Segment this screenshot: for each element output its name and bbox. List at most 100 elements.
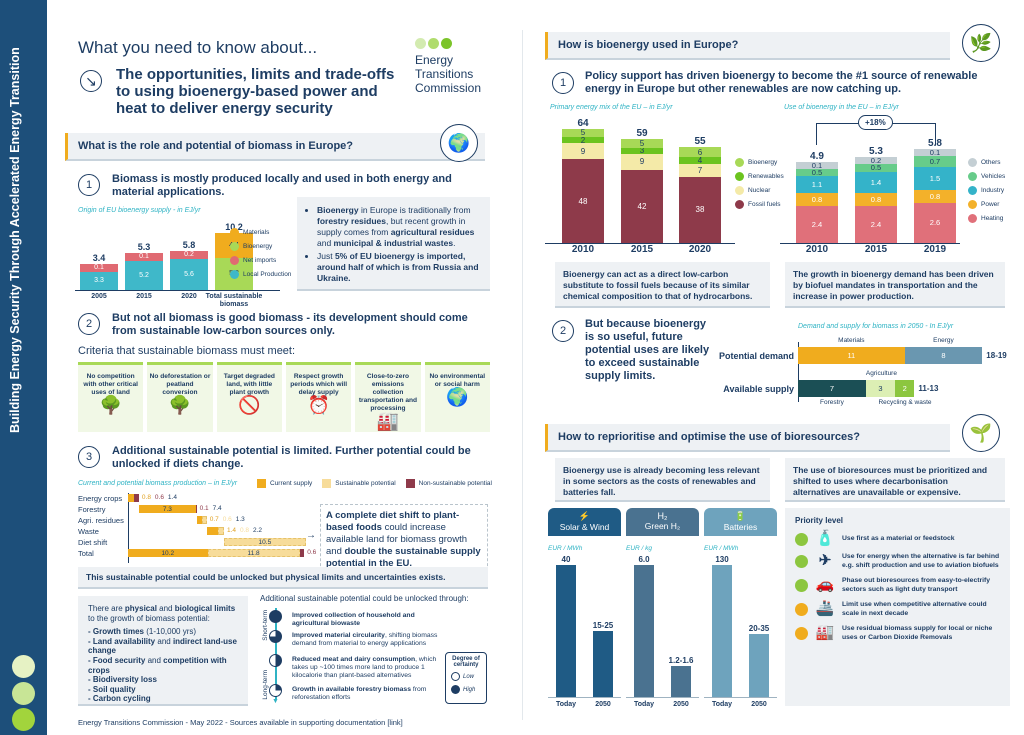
footer: Energy Transitions Commission - May 2022…	[78, 718, 403, 727]
section-header-bioenergy-use: How is bioenergy used in Europe?	[545, 32, 950, 60]
legend-item: Bioenergy	[735, 158, 784, 167]
section-header-reprioritise: How to reprioritise and optimise the use…	[545, 424, 950, 452]
wind-ship-icon: 🚢	[815, 600, 835, 618]
certainty-pie	[269, 630, 282, 643]
origin-chart: 3.30.13.420055.20.15.320155.60.25.820205…	[75, 215, 280, 315]
category-label: 2050	[673, 701, 689, 708]
bar-segment: 0.1	[914, 148, 956, 157]
cost-bar	[593, 631, 613, 697]
text-run: indirect land-use change	[88, 636, 237, 656]
legend-swatch	[968, 172, 977, 181]
clock-tree-icon: ⏰	[307, 395, 330, 415]
legend-item: Net imports	[230, 256, 291, 265]
step-2-text: But not all biomass is good biomass - it…	[112, 312, 468, 337]
bar-segment: 38	[679, 176, 721, 243]
text-run: , but recent growth in supply comes from	[317, 216, 466, 237]
limit-item: - Carbon cycling	[88, 694, 240, 704]
bar-value: 6.0	[638, 555, 650, 564]
bar-segment	[217, 527, 224, 535]
axis-line	[548, 697, 621, 698]
bar-segment: 2.4	[796, 205, 838, 243]
bar-segment: 5.6	[170, 258, 208, 290]
legend-item: Others	[968, 158, 1005, 167]
info-bullet: Bioenergy in Europe is traditionally fro…	[317, 205, 482, 249]
legend-swatch	[230, 256, 239, 265]
priority-dot	[795, 533, 808, 546]
potential-legend: Current supply Sustainable potential Non-s…	[257, 479, 492, 488]
legend-item: Current supply	[257, 479, 312, 488]
unit-label: EUR / MWh	[704, 545, 739, 552]
legend-swatch	[230, 228, 239, 237]
text-run: - Biodiversity loss	[88, 675, 157, 685]
legend-high: High	[463, 686, 476, 693]
bar-total: 5.8	[182, 239, 196, 250]
row-label: Waste	[78, 527, 99, 536]
legend-label: Industry	[981, 187, 1005, 194]
text-run: - Land availability	[88, 636, 156, 646]
bar-segment: 11.8	[207, 549, 300, 557]
bar-total: 3.4	[92, 252, 106, 263]
legend-label: Power	[981, 201, 1000, 208]
text-run: from reforestation efforts	[292, 686, 427, 701]
timeline-title: Additional sustainable potential could b…	[260, 594, 469, 603]
category-label: 2010	[805, 244, 829, 255]
bar-total: 59	[636, 128, 648, 139]
bar-segment: 10.2	[128, 549, 208, 557]
row-label: Agri. residues	[78, 516, 124, 525]
cost-bar	[671, 666, 691, 697]
row-label: Energy crops	[78, 494, 123, 503]
category-label: 2020	[181, 293, 197, 300]
text-run: could increase available land for biomas…	[326, 522, 467, 557]
text-run: 5% of EU bioenergy is imported, around h…	[317, 251, 479, 283]
cost-panel: 🔋 Batteries EUR / MWh 130 Today 20-35 2050	[704, 508, 777, 718]
text-run: and	[155, 636, 173, 646]
bar-segment: 1.4	[855, 171, 897, 194]
decor-dot	[12, 682, 35, 705]
cost-charts: ⚡ Solar & Wind EUR / MWh 40 Today 15-25 2050 H₂…	[548, 508, 780, 718]
step-3-text: Additional sustainable potential is limi…	[112, 445, 471, 470]
cost-panel: H₂ Green H₂ EUR / kg 6.0 Today 1.2-1.6 2050	[626, 508, 699, 718]
criteria-label: Criteria that sustainable biomass must m…	[78, 345, 296, 357]
cost-bar	[556, 565, 576, 697]
bar-segment: 7.3	[138, 505, 196, 513]
bar-segment: 1.5	[914, 167, 956, 191]
legend-swatch	[968, 200, 977, 209]
globe-people-icon: 🌍	[446, 387, 469, 407]
panel-title: Solar & Wind	[559, 522, 610, 532]
bar-segment	[128, 494, 135, 502]
bar-total: 5.8	[928, 138, 942, 150]
legend-label: Local Production	[243, 271, 292, 278]
legend-item: Sustainable potential	[322, 479, 396, 488]
unit-label: EUR / MWh	[548, 545, 583, 552]
value-label: 1.4	[226, 527, 236, 534]
row-label: Available supply	[723, 384, 794, 394]
timeline-item: Improved collection of household and agr…	[292, 612, 452, 628]
growth-badge: +18%	[858, 115, 893, 130]
bar-segment: 3.3	[80, 271, 118, 290]
bottles-icon: 🧴	[815, 530, 835, 548]
text-run: in Europe is traditionally from	[358, 205, 471, 215]
step-1-text: Biomass is mostly produced locally and u…	[112, 173, 452, 198]
bar-segment: 7	[798, 380, 866, 397]
total-label: 2.2	[252, 527, 262, 534]
legend-item: Fossil fuels	[735, 200, 784, 209]
priority-text: Phase out bioresources from easy-to-elec…	[842, 577, 991, 593]
bar-total: 5.3	[137, 241, 151, 252]
axis-line	[626, 697, 699, 698]
legend-swatch	[968, 158, 977, 167]
arrow-down-right-icon: ↘	[80, 70, 102, 92]
priority-item: 🧴 Use first as a material or feedstock	[795, 530, 1000, 548]
priority-dot	[795, 603, 808, 616]
bar-segment: 48	[562, 159, 604, 243]
criteria-text: Close-to-zero emissions collection trans…	[358, 373, 418, 412]
section-header-biomass: What is the role and potential of biomas…	[65, 133, 485, 161]
step-number: 3	[78, 446, 100, 468]
bar-total: 10.2	[225, 221, 243, 232]
criteria-card: Close-to-zero emissions collection trans…	[355, 362, 421, 432]
cost-panel: ⚡ Solar & Wind EUR / MWh 40 Today 15-25 2050	[548, 508, 621, 718]
text-run: Improved collection of household and agr…	[292, 612, 415, 627]
farm-icon: 🌳	[99, 395, 122, 415]
bar-segment: 2.4	[855, 205, 897, 243]
use-legend: Others Vehicles Industry Power Heating	[968, 158, 1005, 228]
bar-segment	[206, 527, 218, 535]
